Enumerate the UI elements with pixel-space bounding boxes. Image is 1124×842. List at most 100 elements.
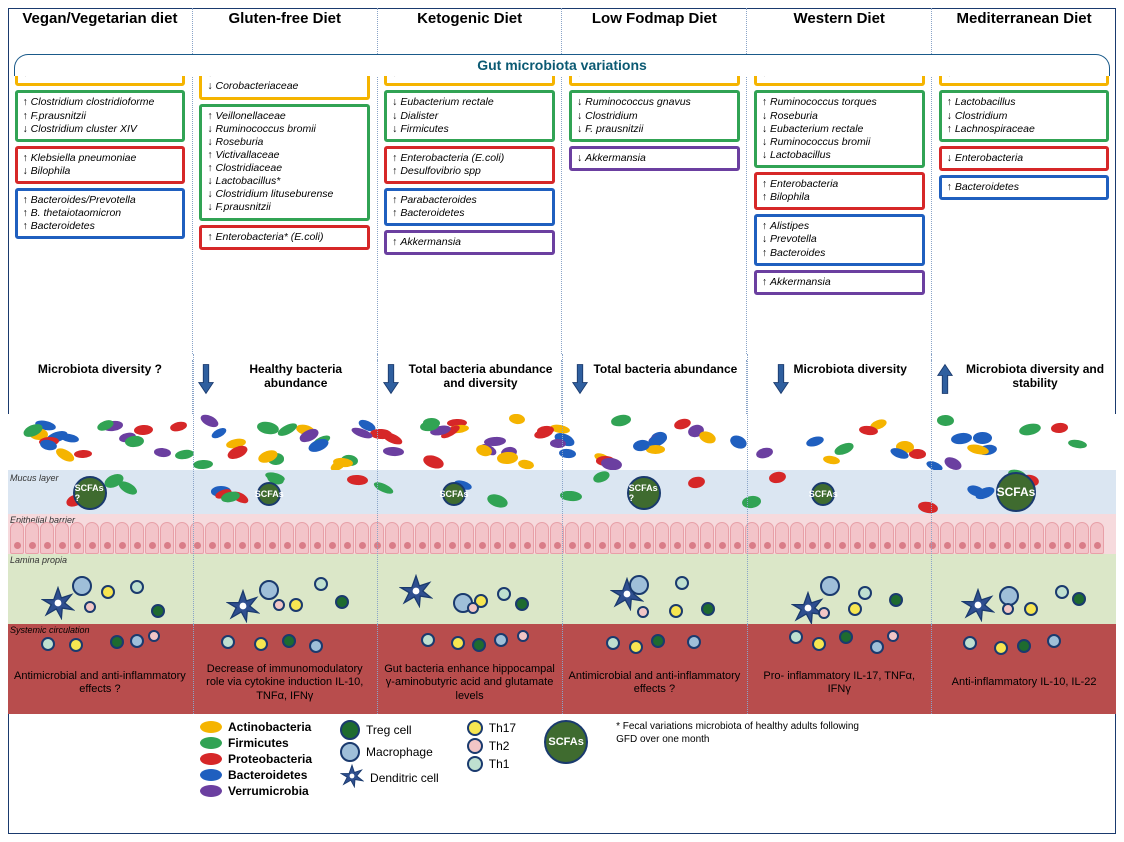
epithelial-cell-icon [940, 522, 954, 554]
box-stack: BifidobacteriaClostridium clostridioform… [15, 61, 186, 239]
bacterium-icon [805, 435, 825, 449]
th2-icon [84, 601, 96, 613]
bacteria-line: Eubacterium rectale [392, 96, 547, 109]
legend-phylum: Firmicutes [200, 736, 312, 750]
legend: ActinobacteriaFirmicutesProteobacteriaBa… [200, 720, 1104, 830]
bacteria-line: Bacteroides [762, 247, 917, 260]
th1-icon [497, 587, 511, 601]
bacteria-box: AlistipesPrevotellaBacteroides [754, 214, 925, 265]
epithelial-cell-icon [955, 522, 969, 554]
th17-icon [1024, 602, 1038, 616]
legend-phylum: Actinobacteria [200, 720, 312, 734]
legend-cell: Th17 [467, 720, 516, 736]
bacteria-line: Akkermansia [392, 236, 547, 249]
bacterium-icon [610, 414, 632, 427]
bacteria-line: Desulfovibrio spp [392, 165, 547, 178]
diet-title: Gluten-free Diet [228, 10, 341, 27]
effect-text: Decrease of immunomodulatory role via cy… [192, 656, 377, 710]
epithelial-cell-icon [400, 522, 414, 554]
bacteria-line: Veillonellaceae [207, 110, 362, 123]
bacteria-line: Akkermansia [762, 276, 917, 289]
bacteria-line: Bacteroidetes [947, 181, 1102, 194]
th2-icon [517, 630, 529, 642]
bacteria-line: Lactobacillus [947, 96, 1102, 109]
epithelial-cell-icon [910, 522, 924, 554]
bacteria-box: Bacteroides/PrevotellaB. thetaiotaomicro… [15, 188, 186, 239]
epithelial-cell-icon [790, 522, 804, 554]
th2-icon [818, 607, 830, 619]
legend-label: Proteobacteria [228, 752, 312, 766]
bacterium-icon [1051, 422, 1068, 433]
bacterium-icon [592, 470, 611, 486]
bacterium-icon [422, 453, 446, 470]
th1-icon [789, 630, 803, 644]
macrophage-icon [687, 635, 701, 649]
bacteria-box: Akkermansia [384, 230, 555, 255]
epithelial-cell-icon [355, 522, 369, 554]
phylum-swatch-icon [200, 769, 222, 781]
epithelial-cell-icon [535, 522, 549, 554]
epithelial-cell-icon [310, 522, 324, 554]
bacteria-line: F.prausnitzii [207, 201, 362, 214]
box-stack: BifidobacteriaEubacterium rectaleDialist… [384, 61, 555, 255]
epithelial-cell-icon [220, 522, 234, 554]
bacterium-icon [497, 452, 518, 465]
epithelial-cell-icon [1075, 522, 1089, 554]
epithelial-cell-icon [700, 522, 714, 554]
epithelial-cell-icon [10, 522, 24, 554]
epithelial-cell-icon [100, 522, 114, 554]
th2-icon [148, 630, 160, 642]
bacteria-line: Enterobacteria* (E.coli) [207, 231, 362, 244]
bacterium-icon [687, 475, 705, 489]
epithelial-cell-icon [1060, 522, 1074, 554]
bacterium-icon [560, 490, 582, 501]
epithelial-cell-icon [895, 522, 909, 554]
bacterium-icon [698, 429, 718, 445]
bacterium-icon [533, 426, 553, 439]
phylum-swatch-icon [200, 721, 222, 733]
bacteria-line: Lactobacillus* [207, 175, 362, 188]
diversity-cell: Healthy bacteria abundance [192, 360, 377, 422]
epithelial-cell-icon [835, 522, 849, 554]
epithelial-cell-icon [805, 522, 819, 554]
bacteria-box: ParabacteroidesBacteroidetes [384, 188, 555, 226]
treg-icon [472, 638, 486, 652]
macrophage-icon [72, 576, 92, 596]
epithelial-cell-icon [760, 522, 774, 554]
legend-cell: Th2 [467, 738, 516, 754]
bacteria-line: Clostridium [947, 110, 1102, 123]
legend-label: Macrophage [366, 745, 433, 759]
bacteria-box: Enterobacteria (E.coli)Desulfovibrio spp [384, 146, 555, 184]
epithelial-cell-icon [970, 522, 984, 554]
th1-icon [1055, 585, 1069, 599]
bacterium-icon [950, 431, 973, 444]
legend-cell: Denditric cell [340, 764, 439, 791]
effect-text: Gut bacteria enhance hippocampal γ-amino… [377, 656, 562, 710]
treg-icon [889, 593, 903, 607]
epithelial-cell-icon [775, 522, 789, 554]
bacterium-icon [925, 459, 944, 470]
bacteria-line: Akkermansia [577, 152, 732, 165]
bacteria-line: Bacteroidetes [392, 207, 547, 220]
th2-icon [1002, 603, 1014, 615]
th1-icon [606, 636, 620, 650]
phylum-swatch-icon [200, 753, 222, 765]
th1-icon [675, 576, 689, 590]
box-stack: BifidobacteriaRuminococcus gnavusClostri… [569, 61, 740, 171]
bacteria-line: Prevotella [762, 233, 917, 246]
bacteria-box: Enterobacteria [939, 146, 1110, 171]
bacterium-icon [169, 420, 188, 432]
effect-text: Antimicrobial and anti-inflammatory effe… [561, 656, 746, 710]
treg-icon [1072, 592, 1086, 606]
dendritic-cell-icon [226, 589, 260, 623]
epithelial-cell-icon [280, 522, 294, 554]
box-stack: Bifidobacteria*CorobacteriaceaeVeillonel… [199, 61, 370, 249]
bacteria-line: Dialister [392, 110, 547, 123]
epithelial-cell-icon [505, 522, 519, 554]
bacterium-icon [517, 459, 535, 470]
gut-microbiota-banner: Gut microbiota variations [14, 54, 1110, 76]
bacteria-line: Klebsiella pneumoniae [23, 152, 178, 165]
macrophage-icon [820, 576, 840, 596]
bacterium-icon [769, 471, 787, 485]
legend-label: Actinobacteria [228, 720, 311, 734]
